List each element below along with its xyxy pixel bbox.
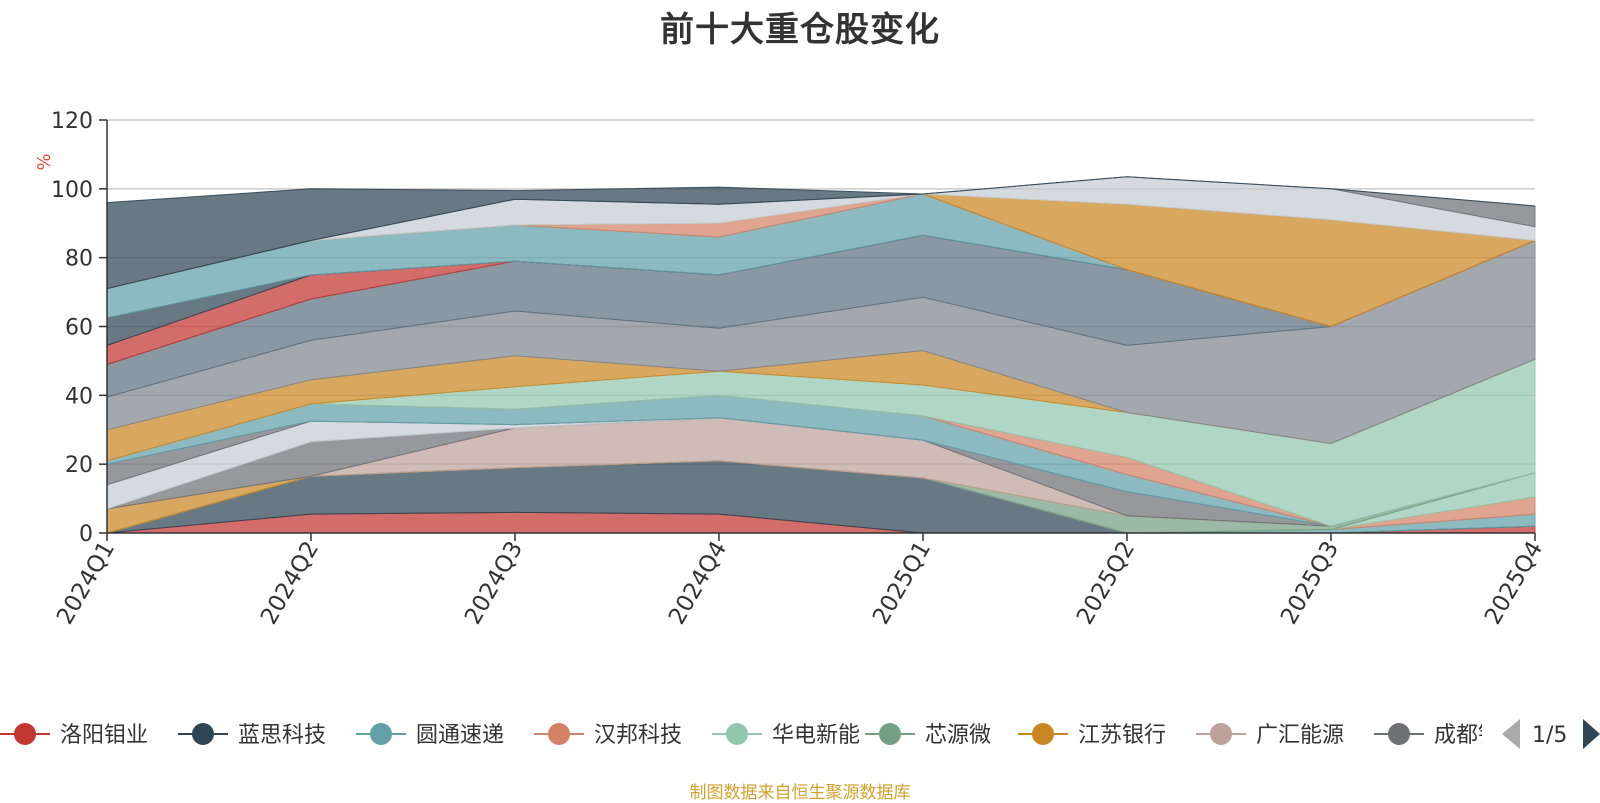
- x-tick-label: 2024Q2: [256, 537, 324, 629]
- legend-item[interactable]: 华电新能: [712, 723, 860, 748]
- x-tick-label: 2025Q1: [868, 537, 936, 629]
- legend-item[interactable]: 洛阳钼业: [0, 723, 148, 748]
- legend-marker: [879, 723, 901, 745]
- y-tick-label: 80: [65, 247, 93, 272]
- source-note: 制图数据来自恒生聚源数据库: [689, 783, 911, 803]
- legend-item[interactable]: 圆通速递: [356, 723, 504, 748]
- legend-item[interactable]: 江苏银行: [1018, 723, 1166, 748]
- legend-label: 华电新能: [772, 723, 860, 748]
- legend-marker: [1210, 723, 1232, 745]
- legend-page-indicator: 1/5: [1532, 723, 1567, 748]
- legend-label: 圆通速递: [416, 723, 504, 748]
- stacked-areas: [106, 176, 1536, 534]
- legend-prev-icon[interactable]: [1502, 719, 1520, 749]
- x-tick-label: 2025Q4: [1480, 537, 1548, 629]
- legend-label: 芯源微: [925, 723, 991, 748]
- area-series-25: [106, 176, 1536, 290]
- legend-item[interactable]: 蓝思科技: [178, 723, 326, 748]
- x-tick-label: 2025Q2: [1072, 537, 1140, 629]
- legend-marker: [14, 723, 36, 745]
- legend-marker: [192, 723, 214, 745]
- x-tick-label: 2024Q1: [52, 537, 120, 629]
- legend-label: 广汇能源: [1256, 723, 1344, 748]
- legend: 洛阳钼业 蓝思科技 圆通速递 汉邦科技 华电新能 芯源微 江苏银行 广汇能源 成都银行 1/5: [0, 719, 1600, 749]
- y-tick-label: 40: [65, 384, 93, 409]
- legend-item[interactable]: 芯源微: [865, 723, 991, 748]
- legend-item[interactable]: 广汇能源: [1196, 723, 1344, 748]
- y-tick-label: 100: [51, 178, 93, 203]
- legend-marker: [548, 723, 570, 745]
- legend-label: 成都银行: [1434, 723, 1522, 748]
- legend-item[interactable]: 汉邦科技: [534, 723, 682, 748]
- legend-marker: [370, 723, 392, 745]
- x-tick-label: 2025Q3: [1276, 537, 1344, 629]
- legend-items: 洛阳钼业 蓝思科技 圆通速递 汉邦科技 华电新能 芯源微 江苏银行 广汇能源 成都银行: [0, 723, 1522, 748]
- x-tick-label: 2024Q3: [460, 537, 528, 629]
- legend-item[interactable]: 成都银行: [1374, 723, 1522, 748]
- y-tick-label: 120: [51, 109, 93, 134]
- legend-label: 蓝思科技: [238, 723, 326, 748]
- legend-marker: [1388, 723, 1410, 745]
- chart-title: 前十大重仓股变化: [660, 10, 940, 50]
- y-tick-label: 0: [79, 522, 93, 547]
- legend-label: 洛阳钼业: [60, 723, 148, 748]
- legend-marker: [726, 723, 748, 745]
- legend-next-icon[interactable]: [1583, 719, 1600, 749]
- x-tick-label: 2024Q4: [664, 537, 732, 629]
- legend-marker: [1032, 723, 1054, 745]
- y-tick-label: 20: [65, 453, 93, 478]
- y-tick-label: 60: [65, 316, 93, 341]
- y-axis-label: %: [34, 153, 55, 170]
- legend-label: 汉邦科技: [594, 723, 682, 748]
- legend-label: 江苏银行: [1078, 723, 1166, 748]
